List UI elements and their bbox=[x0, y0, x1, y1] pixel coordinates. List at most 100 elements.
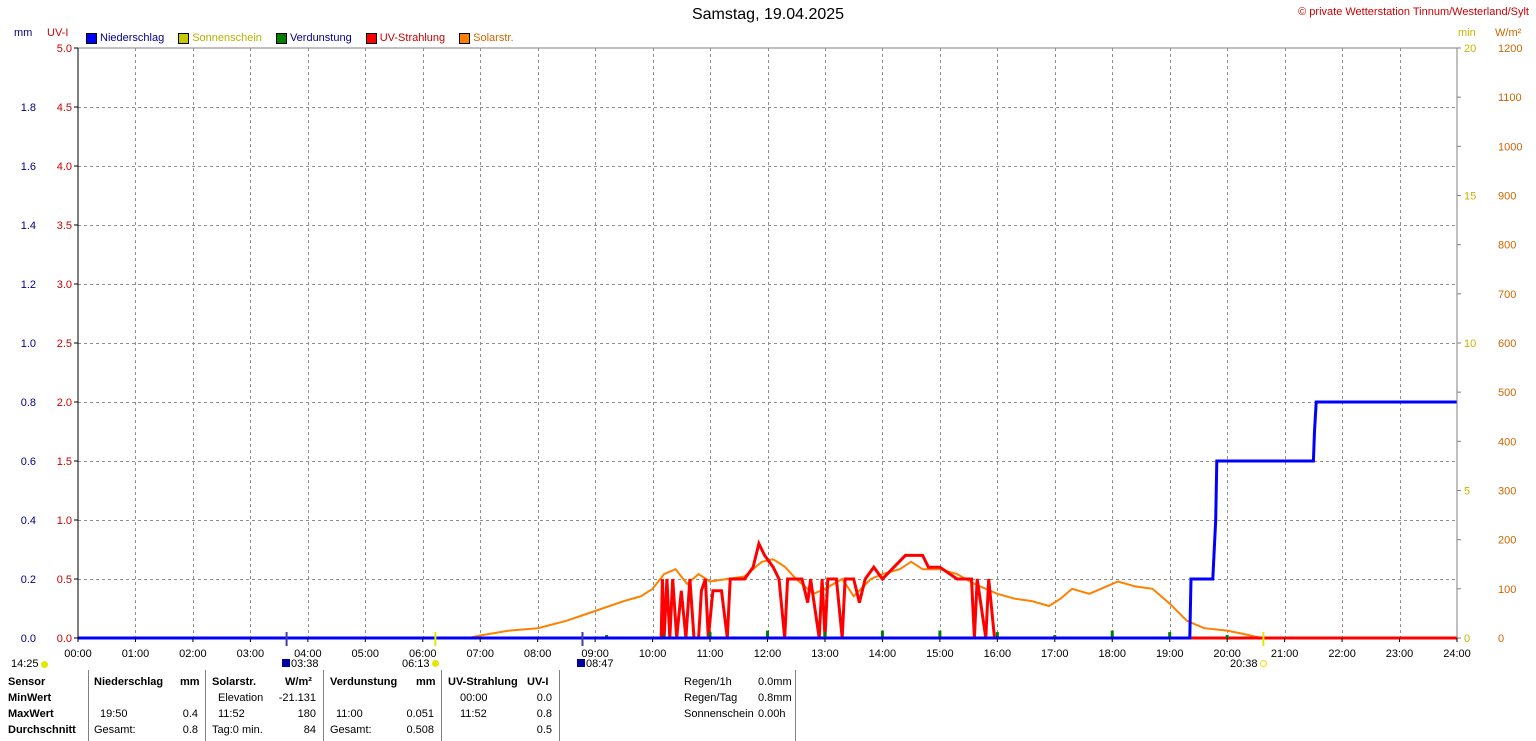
table-cell-u-time: 11:52 bbox=[460, 708, 487, 720]
tick-label-wm2: 1200 bbox=[1498, 43, 1522, 55]
tick-label-mm: 1.2 bbox=[21, 279, 36, 291]
chart-plot-area bbox=[78, 400, 1457, 640]
tick-label-mm: 0.8 bbox=[21, 397, 36, 409]
tick-label-x: 11:00 bbox=[697, 648, 724, 660]
tick-label-min: 5 bbox=[1464, 486, 1470, 498]
legend-item: UV-Strahlung bbox=[365, 31, 445, 45]
tick-label-mm: 0.6 bbox=[21, 456, 36, 468]
evaporation-bar bbox=[995, 632, 999, 638]
tick-label-uv: 1.5 bbox=[57, 456, 72, 468]
tick-label-wm2: 1000 bbox=[1498, 141, 1522, 153]
legend-item: Niederschlag bbox=[86, 31, 164, 45]
tick-label-mm: 1.8 bbox=[21, 102, 36, 114]
axis-label-wm2: W/m² bbox=[1495, 27, 1522, 39]
tick-label-min: 10 bbox=[1464, 338, 1476, 350]
tick-label-x: 02:00 bbox=[179, 648, 207, 660]
tick-label-x: 18:00 bbox=[1098, 648, 1126, 660]
tick-label-wm2: 300 bbox=[1498, 486, 1516, 498]
tick-label-x: 00:00 bbox=[64, 648, 92, 660]
summary-value: 0.0mm bbox=[758, 676, 792, 688]
moon-icon bbox=[282, 659, 290, 667]
sun-icon bbox=[431, 660, 439, 667]
tick-label-mm: 0.0 bbox=[21, 633, 36, 645]
header-wm2: W/m² bbox=[285, 676, 312, 688]
tick-label-wm2: 900 bbox=[1498, 191, 1516, 203]
tick-label-mm: 1.4 bbox=[21, 220, 36, 232]
header-sensor: Sensor bbox=[8, 676, 46, 688]
evaporation-bar bbox=[766, 630, 769, 638]
tick-label-wm2: 400 bbox=[1498, 436, 1516, 448]
tick-label-x: 15:00 bbox=[926, 648, 954, 660]
tick-label-mm: 0.2 bbox=[21, 574, 36, 586]
legend-swatch bbox=[178, 32, 190, 44]
table-cell-n-time: Gesamt: bbox=[94, 724, 136, 736]
legend-label: Sonnenschein bbox=[192, 32, 262, 44]
series-line-niederschlag bbox=[78, 400, 1457, 640]
table-cell-v-time: 11:00 bbox=[336, 708, 363, 720]
tick-label-x: 03:00 bbox=[237, 648, 265, 660]
tick-label-x: 16:00 bbox=[984, 648, 1012, 660]
table-cell-v-val: 0.508 bbox=[406, 724, 434, 736]
legend-swatch bbox=[86, 32, 97, 44]
evaporation-bar bbox=[1168, 632, 1172, 638]
table-cell-v-val: 0.051 bbox=[406, 708, 434, 720]
tick-label-x: 07:00 bbox=[466, 648, 494, 660]
tick-label-wm2: 0 bbox=[1498, 633, 1504, 645]
tick-label-x: 12:00 bbox=[754, 648, 782, 660]
header-niederschlag: Niederschlag bbox=[94, 676, 164, 688]
moonrise-marker: 03:38 bbox=[282, 658, 319, 670]
tick-label-uv: 2.5 bbox=[57, 338, 72, 350]
tick-label-x: 13:00 bbox=[811, 648, 839, 660]
table-cell-n-time: 19:50 bbox=[100, 708, 128, 720]
series-line-solarstr bbox=[78, 558, 1457, 639]
tick-label-wm2: 700 bbox=[1498, 289, 1516, 301]
chart-grid bbox=[77, 47, 1458, 639]
summary-label: Regen/1h bbox=[684, 676, 732, 688]
tick-label-min: 20 bbox=[1464, 43, 1476, 55]
table-cell-v-time: Gesamt: bbox=[330, 724, 372, 736]
legend-label: Solarstr. bbox=[473, 32, 514, 44]
legend-item: Verdunstung bbox=[275, 31, 352, 45]
tick-label-x: 05:00 bbox=[352, 648, 380, 660]
tick-label-wm2: 1100 bbox=[1498, 92, 1522, 104]
evaporation-bar bbox=[708, 632, 712, 638]
header-mm1: mm bbox=[180, 676, 200, 688]
chart-labels: 0.0 0.2 0.4 0.6 0.8 1.0 1.2 1.4 1.6 1.8 0.0 0.5 1.0 1… bbox=[21, 43, 1523, 660]
tick-label-x: 06:00 bbox=[409, 648, 437, 660]
moon-icon bbox=[577, 659, 585, 667]
sun-icon bbox=[41, 661, 48, 668]
table-cell-n-val: 0.4 bbox=[182, 708, 198, 720]
tick-label-uv: 1.0 bbox=[57, 515, 72, 527]
sunset-marker: 20:38 bbox=[1230, 658, 1267, 670]
evaporation-bar bbox=[823, 632, 827, 638]
tick-label-uv: 3.5 bbox=[57, 220, 72, 232]
chart-legend: Niederschlag Sonnenschein Verdunstung UV-St… bbox=[86, 31, 514, 45]
tick-label-x: 23:00 bbox=[1386, 648, 1414, 660]
tick-label-x: 04:00 bbox=[294, 648, 322, 660]
tick-label-uv: 0.0 bbox=[57, 633, 72, 645]
evaporation-bar bbox=[1225, 635, 1229, 638]
table-cell-s-val: 84 bbox=[303, 724, 316, 736]
summary-value: 0.00h bbox=[758, 708, 786, 720]
legend-label: Verdunstung bbox=[289, 32, 352, 44]
axis-label-min: min bbox=[1458, 27, 1476, 39]
tick-label-mm: 1.6 bbox=[21, 161, 36, 173]
table-cell-s-time: 11:52 bbox=[218, 708, 245, 720]
table-cell-label: MinWert bbox=[8, 692, 52, 704]
tick-label-min: 0 bbox=[1464, 633, 1470, 645]
tick-label-uv: 0.5 bbox=[57, 574, 72, 586]
table-cell-n-val: 0.8 bbox=[182, 724, 198, 736]
legend-item: Solarstr. bbox=[459, 31, 514, 45]
tick-label-x: 01:00 bbox=[122, 648, 150, 660]
table-cell-label: Durchschnitt bbox=[8, 724, 76, 736]
tick-label-x: 08:00 bbox=[524, 648, 552, 660]
marker-left-time: 14:25 bbox=[11, 658, 39, 670]
chart-title: Samstag, 19.04.2025 bbox=[691, 6, 845, 23]
legend-item: Sonnenschein bbox=[178, 31, 262, 45]
tick-label-x: 24:00 bbox=[1443, 648, 1471, 660]
legend-label: Niederschlag bbox=[100, 32, 165, 44]
axis-label-uv: UV-I bbox=[47, 27, 69, 39]
tick-label-x: 21:00 bbox=[1271, 648, 1299, 660]
header-verdunstung: Verdunstung bbox=[330, 676, 398, 688]
